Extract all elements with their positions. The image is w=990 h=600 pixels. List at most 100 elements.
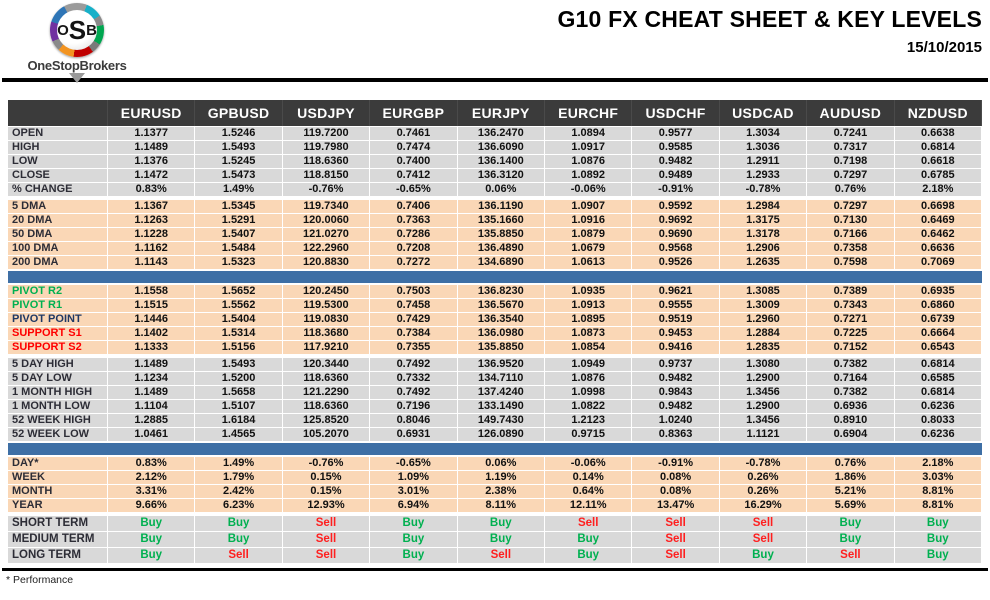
cell: 12.93% (283, 499, 371, 512)
cell: 1.5291 (195, 214, 283, 227)
row-label: WEEK (8, 471, 108, 484)
column-header: NZDUSD (895, 100, 982, 126)
section-signals: SHORT TERM Buy Buy Sell Buy Buy Sell Sell Sell Bu… (8, 516, 982, 563)
cell: 6.94% (370, 499, 458, 512)
cell: 2.42% (195, 485, 283, 498)
section-moving-averages: 5 DMA 1.1367 1.5345 119.7340 0.7406 136.1190 1… (8, 200, 982, 269)
cell: 0.6936 (807, 400, 895, 413)
cell: 1.0461 (108, 428, 196, 441)
cell: 105.2070 (283, 428, 371, 441)
cell: 136.3120 (458, 169, 545, 182)
cell: 0.7152 (807, 341, 895, 354)
table-row: 52 WEEK HIGH 1.2885 1.6184 125.8520 0.8046 14… (8, 414, 982, 428)
cell: 0.7198 (807, 155, 895, 168)
cell: -0.76% (283, 183, 371, 196)
cell: 0.7503 (370, 285, 458, 298)
cell: 1.4565 (195, 428, 283, 441)
cell: Buy (895, 516, 982, 531)
cell: Sell (632, 532, 720, 547)
table-row: DAY* 0.83% 1.49% -0.76% -0.65% 0.06% -0.06% -0.… (8, 457, 982, 471)
cell: 1.2933 (720, 169, 808, 182)
cell: 0.9843 (632, 386, 720, 399)
cell: 136.8230 (458, 285, 545, 298)
cell: 0.8033 (895, 414, 982, 427)
section-pivots: PIVOT R2 1.1558 1.5652 120.2450 0.7503 136.82… (8, 285, 982, 354)
cell: 1.5484 (195, 242, 283, 255)
cell: 117.9210 (283, 341, 371, 354)
cell: 118.6360 (283, 400, 371, 413)
cell: 1.3036 (720, 141, 808, 154)
cell: 0.08% (632, 471, 720, 484)
cell: 120.8830 (283, 256, 371, 269)
brand-name: OneStopBrokers (27, 58, 127, 73)
cell: 8.81% (895, 499, 982, 512)
cell: 1.6184 (195, 414, 283, 427)
cell: 136.3540 (458, 313, 545, 326)
cell: 1.0917 (545, 141, 633, 154)
cell: 0.6785 (895, 169, 982, 182)
cell: 0.6543 (895, 341, 982, 354)
cell: Buy (108, 548, 196, 563)
row-label: SHORT TERM (8, 516, 108, 531)
section-performance: DAY* 0.83% 1.49% -0.76% -0.65% 0.06% -0.06% -0.… (8, 457, 982, 512)
cell: 1.3175 (720, 214, 808, 227)
cell: 1.0613 (545, 256, 633, 269)
cell: 16.29% (720, 499, 808, 512)
cell: 1.3456 (720, 414, 808, 427)
row-label: 5 DAY LOW (8, 372, 108, 385)
cell: 118.6360 (283, 372, 371, 385)
logo-letter: B (86, 21, 97, 39)
row-label: MONTH (8, 485, 108, 498)
cell: 1.5652 (195, 285, 283, 298)
row-label: % CHANGE (8, 183, 108, 196)
cell: 0.7412 (370, 169, 458, 182)
cell: 1.2885 (108, 414, 196, 427)
cell: 0.9453 (632, 327, 720, 340)
cell: -0.06% (545, 183, 633, 196)
cell: 0.7384 (370, 327, 458, 340)
cell: -0.65% (370, 183, 458, 196)
cell: Sell (283, 532, 371, 547)
cell: Buy (458, 532, 545, 547)
cell: 119.7340 (283, 200, 371, 213)
cell: 0.7166 (807, 228, 895, 241)
cell: 0.14% (545, 471, 633, 484)
cell: 149.7430 (458, 414, 545, 427)
cell: 12.11% (545, 499, 633, 512)
cell: 2.18% (895, 183, 982, 196)
row-label: SUPPORT S1 (8, 327, 108, 340)
row-label: OPEN (8, 127, 108, 140)
table-row: SHORT TERM Buy Buy Sell Buy Buy Sell Sell Sell Bu… (8, 516, 982, 532)
cell: Sell (720, 516, 808, 531)
table-header-row: EURUSD GPBUSD USDJPY EURGBP EURJPY EURCHF USDC… (8, 100, 982, 127)
cell: Buy (545, 532, 633, 547)
cell: 0.7492 (370, 358, 458, 371)
cell: 121.2290 (283, 386, 371, 399)
cell: 0.9555 (632, 299, 720, 312)
table-row: MONTH 3.31% 2.42% 0.15% 3.01% 2.38% 0.64% 0.08%… (8, 485, 982, 499)
section-divider-bar (8, 271, 982, 283)
cell: 0.6935 (895, 285, 982, 298)
cell: 1.0679 (545, 242, 633, 255)
cell: 1.1489 (108, 358, 196, 371)
table-row: LONG TERM Buy Sell Sell Buy Sell Buy Sell Buy Sel… (8, 548, 982, 563)
cell: 136.2470 (458, 127, 545, 140)
row-label: 52 WEEK LOW (8, 428, 108, 441)
cell: 0.9519 (632, 313, 720, 326)
cell: 5.69% (807, 499, 895, 512)
cell: 0.6236 (895, 428, 982, 441)
cell: 1.1162 (108, 242, 196, 255)
cell: 0.6904 (807, 428, 895, 441)
cell: 0.7598 (807, 256, 895, 269)
cell: 134.6890 (458, 256, 545, 269)
cell: 0.7429 (370, 313, 458, 326)
footer-divider (2, 568, 988, 571)
row-label: 5 DMA (8, 200, 108, 213)
column-header: EURCHF (545, 100, 633, 126)
cell: 0.6469 (895, 214, 982, 227)
cell: 1.5200 (195, 372, 283, 385)
cell: 1.2984 (720, 200, 808, 213)
row-label: CLOSE (8, 169, 108, 182)
title-block: G10 FX CHEAT SHEET & KEY LEVELS 15/10/20… (557, 6, 982, 56)
